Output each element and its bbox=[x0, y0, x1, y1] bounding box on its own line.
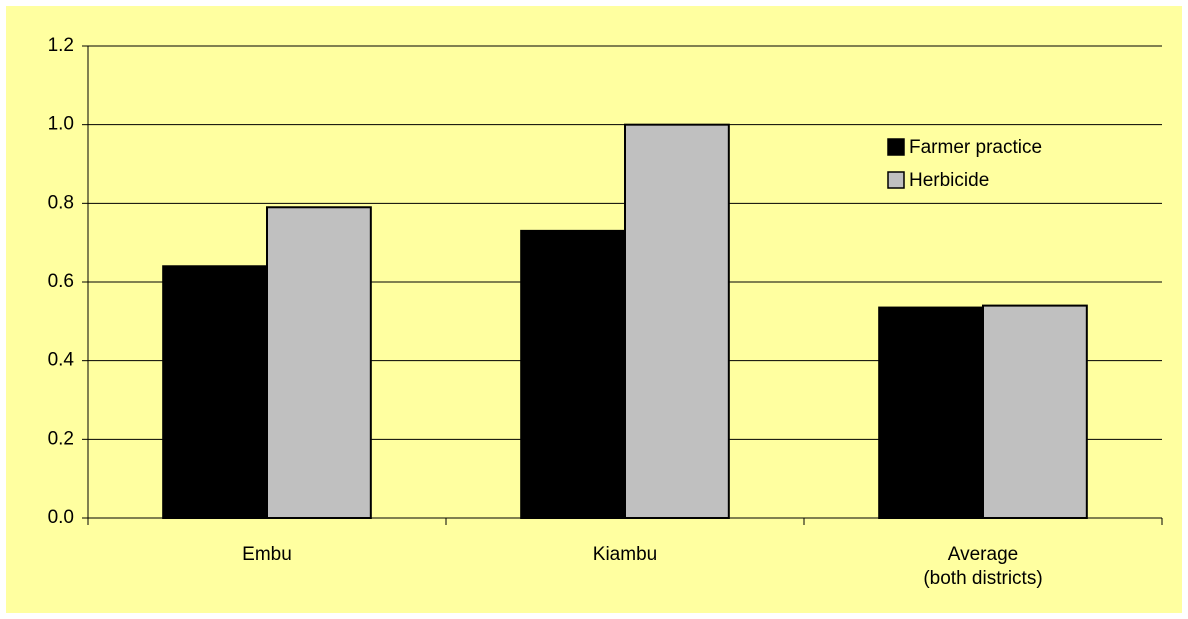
legend-swatch bbox=[887, 138, 905, 156]
bar bbox=[266, 206, 372, 519]
y-tick-label: 0.4 bbox=[48, 350, 75, 371]
bar bbox=[162, 265, 268, 519]
x-tick-label: Average (both districts) bbox=[923, 544, 1042, 589]
bar bbox=[520, 229, 626, 519]
y-tick-label: 0.6 bbox=[48, 271, 74, 292]
y-tick-label: 0.0 bbox=[48, 507, 74, 528]
y-tick-label: 1.2 bbox=[48, 35, 74, 56]
y-tick-label: 1.0 bbox=[48, 114, 74, 135]
bar bbox=[982, 304, 1088, 519]
bar bbox=[624, 123, 730, 520]
y-tick-label: 0.2 bbox=[48, 428, 74, 449]
x-tick-label: Kiambu bbox=[593, 544, 657, 565]
legend-swatch bbox=[887, 171, 905, 189]
legend-label: Farmer practice bbox=[909, 137, 1042, 158]
bar bbox=[878, 306, 984, 520]
y-tick-label: 0.8 bbox=[48, 192, 74, 213]
x-tick-label: Embu bbox=[242, 544, 292, 565]
legend-label: Herbicide bbox=[909, 170, 989, 191]
